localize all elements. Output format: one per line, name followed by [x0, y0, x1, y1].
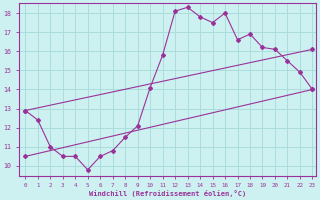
X-axis label: Windchill (Refroidissement éolien,°C): Windchill (Refroidissement éolien,°C)	[89, 190, 246, 197]
